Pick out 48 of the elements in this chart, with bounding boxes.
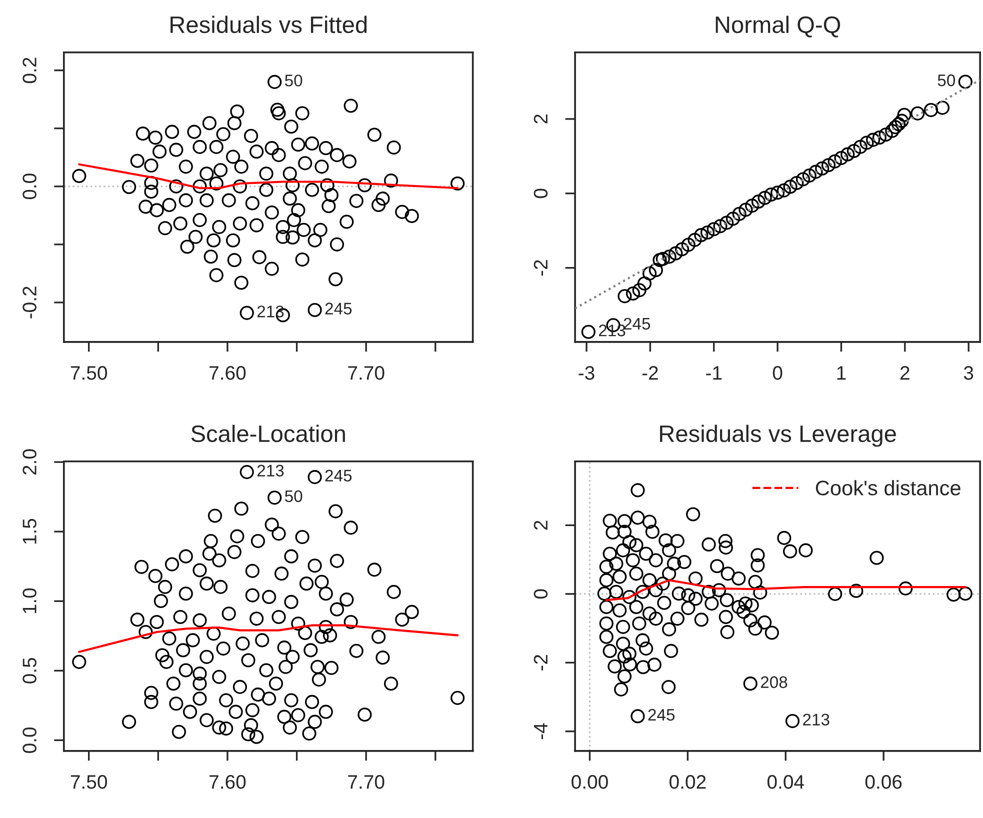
y-tick-label: 0.0	[22, 174, 36, 200]
annotation: 213	[598, 324, 626, 336]
x-tick-label: 7.60	[210, 775, 246, 789]
x-tick-label: 0.04	[767, 775, 804, 789]
x-tick-label: 0.00	[572, 775, 608, 789]
y-tick-label: 1.5	[22, 518, 36, 544]
annotation: 50	[938, 74, 956, 86]
annotation: 245	[624, 318, 650, 330]
annotation: 245	[648, 708, 675, 721]
x-tick-label: 0	[772, 366, 782, 380]
annotation: 245	[325, 470, 352, 482]
y-tick-label: 2	[534, 520, 548, 530]
y-tick-label: 0.2	[22, 58, 36, 84]
annotation: 208	[760, 676, 788, 688]
x-tick-label: -3	[578, 366, 594, 380]
y-tick-label: 0.0	[22, 727, 36, 753]
annotation: 213	[257, 464, 284, 477]
annotation: 50	[284, 490, 302, 502]
y-tick-label: -2	[534, 260, 548, 276]
y-tick-label: 1.0	[22, 588, 36, 614]
y-tick-label: 0.5	[22, 658, 36, 684]
legend-label: Cook's distance	[816, 480, 960, 496]
x-tick-label: -1	[706, 366, 722, 380]
y-tick-label: -2	[534, 654, 548, 670]
x-tick-label: 0.02	[670, 775, 706, 789]
annotation: 50	[284, 74, 302, 86]
y-tick-label: 0	[534, 589, 548, 599]
y-tick-label: 2.0	[22, 449, 36, 475]
x-tick-label: 7.60	[210, 366, 246, 380]
x-tick-label: 7.50	[70, 775, 108, 789]
chart-title: Scale-Location	[191, 424, 345, 442]
chart-title: Residuals vs Fitted	[170, 16, 367, 34]
chart-title: Residuals vs Leverage	[660, 424, 896, 447]
x-tick-label: -2	[642, 366, 658, 380]
y-tick-label: 0	[534, 188, 548, 198]
x-tick-label: 7.70	[348, 366, 384, 380]
y-tick-label: -4	[534, 723, 548, 740]
x-tick-label: 2	[900, 366, 910, 380]
x-tick-label: 7.70	[348, 775, 384, 789]
annotation: 213	[803, 714, 830, 726]
y-tick-label: 2	[534, 114, 548, 124]
x-tick-label: 7.50	[70, 366, 108, 380]
annotation: 245	[325, 302, 352, 314]
x-tick-label: 0.06	[865, 775, 902, 789]
chart-title: Normal Q-Q	[716, 16, 840, 38]
y-tick-label: -0.2	[22, 286, 36, 318]
x-tick-label: 3	[964, 366, 974, 380]
x-tick-label: 1	[837, 366, 846, 380]
